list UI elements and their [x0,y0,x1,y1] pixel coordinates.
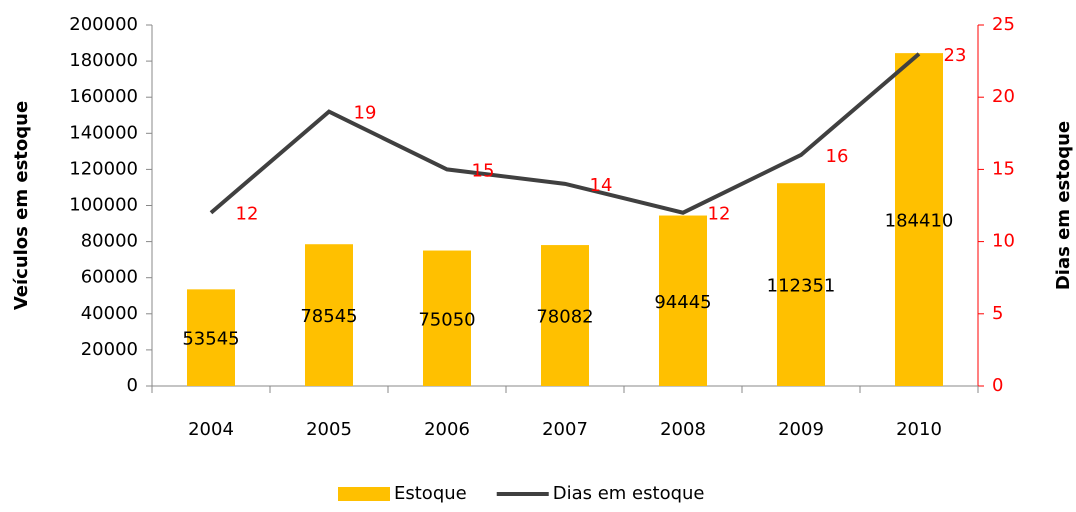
y-tick-label: 20000 [81,339,138,360]
y-tick-label: 100000 [69,195,138,216]
line-value-label: 12 [708,204,731,225]
y-tick-label: 60000 [81,267,138,288]
bar [187,289,235,386]
bar-value-label: 112351 [767,276,836,297]
legend-label: Dias em estoque [553,483,705,504]
y-tick-label: 200000 [69,14,138,35]
bar-value-label: 78082 [536,307,593,328]
bar-value-label: 53545 [182,329,239,350]
y-tick-label: 40000 [81,303,138,324]
y-tick-label: 160000 [69,86,138,107]
bar-value-label: 75050 [418,309,475,330]
x-tick-label: 2008 [660,419,706,440]
y-tick-label: 80000 [81,231,138,252]
x-tick-label: 2005 [306,419,352,440]
bar [777,183,825,386]
bar [895,53,943,386]
x-tick-label: 2007 [542,419,588,440]
y2-tick-label: 10 [992,231,1015,252]
bar [305,244,353,386]
y2-tick-label: 5 [992,303,1003,324]
y2-tick-label: 15 [992,158,1015,179]
bar [541,245,589,386]
y-tick-label: 140000 [69,122,138,143]
y2-tick-label: 20 [992,86,1015,107]
x-tick-label: 2010 [896,419,942,440]
y-axis-title: Veículos em estoque [11,101,32,310]
line-value-label: 16 [826,146,849,167]
y-tick-label: 0 [127,375,138,396]
x-tick-label: 2009 [778,419,824,440]
legend-label: Estoque [394,483,467,504]
bar-value-label: 184410 [885,211,954,232]
bar [659,215,707,386]
line-value-label: 23 [944,45,967,66]
y2-tick-label: 0 [992,375,1003,396]
y2-tick-label: 25 [992,14,1015,35]
line-value-label: 19 [354,103,377,124]
legend-swatch [338,487,390,501]
bar-value-label: 78545 [300,306,357,327]
bar [423,250,471,386]
y-tick-label: 120000 [69,158,138,179]
line-value-label: 15 [472,160,495,181]
x-tick-label: 2004 [188,419,234,440]
x-tick-label: 2006 [424,419,470,440]
y2-axis-title: Dias em estoque [1053,121,1074,290]
bar-value-label: 94445 [654,292,711,313]
line-value-label: 14 [590,175,613,196]
line [209,52,921,215]
y-tick-label: 180000 [69,50,138,71]
line-value-label: 12 [236,204,259,225]
